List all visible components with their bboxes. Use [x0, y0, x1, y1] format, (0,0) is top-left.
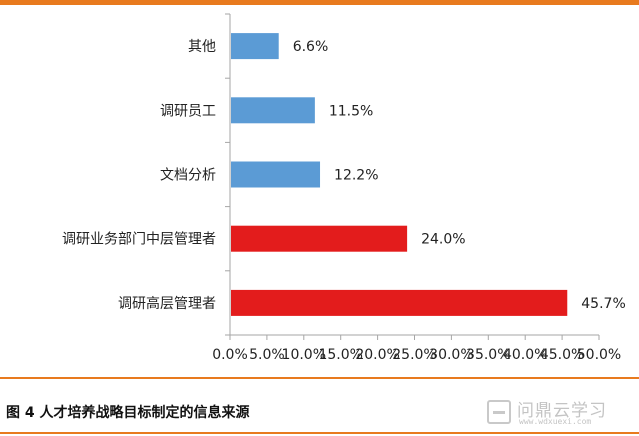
value-label: 11.5%: [329, 103, 373, 119]
x-tick-label: 20.0%: [355, 347, 399, 363]
watermark-text: 问鼎云学习: [517, 401, 607, 421]
value-label: 24.0%: [421, 232, 465, 248]
bar: [231, 97, 315, 124]
value-label: 12.2%: [334, 168, 378, 184]
x-tick-label: 5.0%: [249, 347, 285, 363]
x-tick-label: 35.0%: [466, 347, 510, 363]
x-tick-label: 25.0%: [392, 347, 436, 363]
category-label: 文档分析: [160, 168, 216, 184]
category-label: 调研员工: [160, 103, 216, 119]
bar: [231, 225, 408, 252]
caption-rule-bottom: [0, 432, 639, 434]
watermark: 问鼎云学习 www.wdxuexi.com: [483, 396, 633, 430]
x-tick-label: 30.0%: [429, 347, 473, 363]
bar-chart: 0.0% 5.0%10.0%15.0%20.0%25.0%30.0%35.0%40…: [62, 13, 626, 363]
top-accent-rule: [0, 0, 639, 5]
category-label: 其他: [188, 39, 216, 55]
x-tick-label: 50.0%: [577, 347, 621, 363]
x-tick-label: 0.0%: [212, 347, 248, 363]
value-label: 45.7%: [581, 296, 625, 312]
caption-rule-top: [0, 377, 639, 379]
bar: [231, 161, 321, 188]
category-label: 调研业务部门中层管理者: [62, 232, 216, 248]
watermark-url: www.wdxuexi.com: [519, 417, 592, 426]
figure-caption: 图 4 人才培养战略目标制定的信息来源: [6, 405, 250, 421]
bar: [231, 33, 279, 60]
value-label: 6.6%: [293, 39, 329, 55]
x-tick-label: 10.0%: [282, 347, 326, 363]
x-tick-label: 45.0%: [540, 347, 584, 363]
x-tick-label: 40.0%: [503, 347, 547, 363]
bar: [231, 289, 568, 316]
logo-icon: [487, 400, 511, 424]
category-label: 调研高层管理者: [118, 295, 216, 312]
x-tick-label: 15.0%: [318, 347, 362, 363]
